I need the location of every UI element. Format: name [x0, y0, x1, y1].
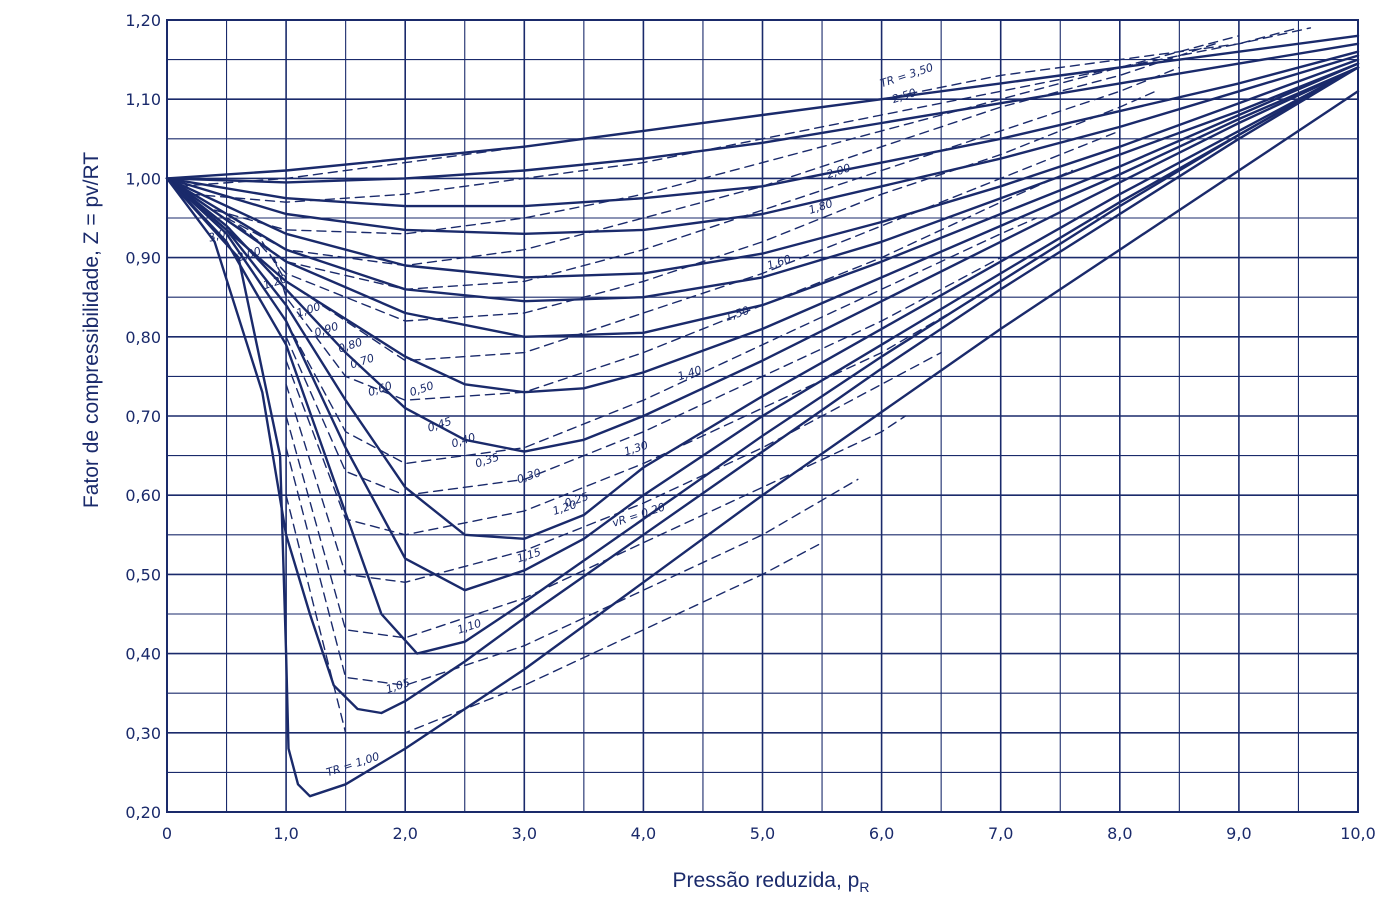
curve-labels: TR = 3,502,502,001,801,601,501,401,301,2… [207, 61, 935, 779]
reduced-volume-curve [225, 43, 1216, 267]
reduced-volume-curve [285, 217, 1038, 465]
reduced-volume-curve [190, 27, 1300, 203]
x-tick-label: 6,0 [869, 824, 894, 843]
reduced-temperature-curve [165, 66, 1360, 394]
series-group [165, 27, 1360, 798]
x-tick-label: 10,0 [1340, 824, 1376, 843]
x-axis-title-text: Pressão reduzida, p [672, 868, 860, 892]
reduced-temperature-curve [165, 54, 1360, 235]
x-tick-label: 2,0 [392, 824, 417, 843]
x-tick-label: 8,0 [1107, 824, 1132, 843]
reduced-volume-curve [285, 494, 823, 734]
reduced-temperature-curve [165, 90, 1360, 798]
y-tick-label: 0,60 [125, 486, 161, 505]
y-tick-label: 1,00 [125, 169, 161, 188]
y-tick-label: 1,20 [125, 11, 161, 30]
reduced-volume-curve [285, 447, 859, 686]
reduced-temperature-curve [165, 66, 1360, 540]
y-tick-label: 0,30 [125, 724, 161, 743]
reduced-volume-curve [285, 296, 978, 536]
y-tick-label: 0,20 [125, 803, 161, 822]
x-tick-label: 5,0 [750, 824, 775, 843]
x-tick-label: 9,0 [1226, 824, 1251, 843]
x-tick-label: 4,0 [631, 824, 656, 843]
reduced-volume-curve [273, 169, 1073, 401]
y-tick-label: 0,40 [125, 645, 161, 664]
reduced-volume-curve [178, 27, 1312, 187]
reduced-temperature-curve [165, 66, 1360, 592]
reduced-volume-curve [237, 66, 1180, 290]
grid [166, 19, 1359, 813]
reduced-volume-curve [213, 35, 1240, 235]
y-tick-label: 0,90 [125, 249, 161, 268]
x-tick-label: 7,0 [988, 824, 1013, 843]
x-tick-label: 0 [162, 824, 172, 843]
reduced-temperature-curve [165, 42, 1360, 184]
x-axis-title: Pressão reduzida, pR [673, 869, 870, 895]
y-tick-label: 0,50 [125, 565, 161, 584]
y-tick-label: 0,70 [125, 407, 161, 426]
reduced-temperature-curve [165, 62, 1360, 303]
reduced-volume-curve [285, 415, 907, 639]
tick-labels: 0 1,0 2,0 3,0 4,0 5,0 6,0 7,0 8,0 9,0 10,0 0,20 0,30… [125, 11, 1375, 843]
y-tick-label: 1,10 [125, 90, 161, 109]
reduced-temperature-curve [165, 50, 1360, 208]
reduced-temperature-curve [165, 66, 1360, 453]
x-tick-label: 1,0 [273, 824, 298, 843]
x-axis-title-subscript: R [859, 879, 870, 896]
reduced-temperature-curve [165, 58, 1360, 279]
x-tick-label: 3,0 [512, 824, 537, 843]
y-axis-title: Fator de compressibilidade, Z = pv/RT [80, 151, 103, 509]
reduced-volume-curve [261, 130, 1121, 362]
reduced-volume-curve [249, 90, 1157, 322]
reduced-temperature-curve [165, 66, 1360, 655]
reduced-volume-curve [285, 256, 1002, 496]
y-tick-label: 0,80 [125, 328, 161, 347]
reduced-volume-curve [285, 351, 942, 583]
